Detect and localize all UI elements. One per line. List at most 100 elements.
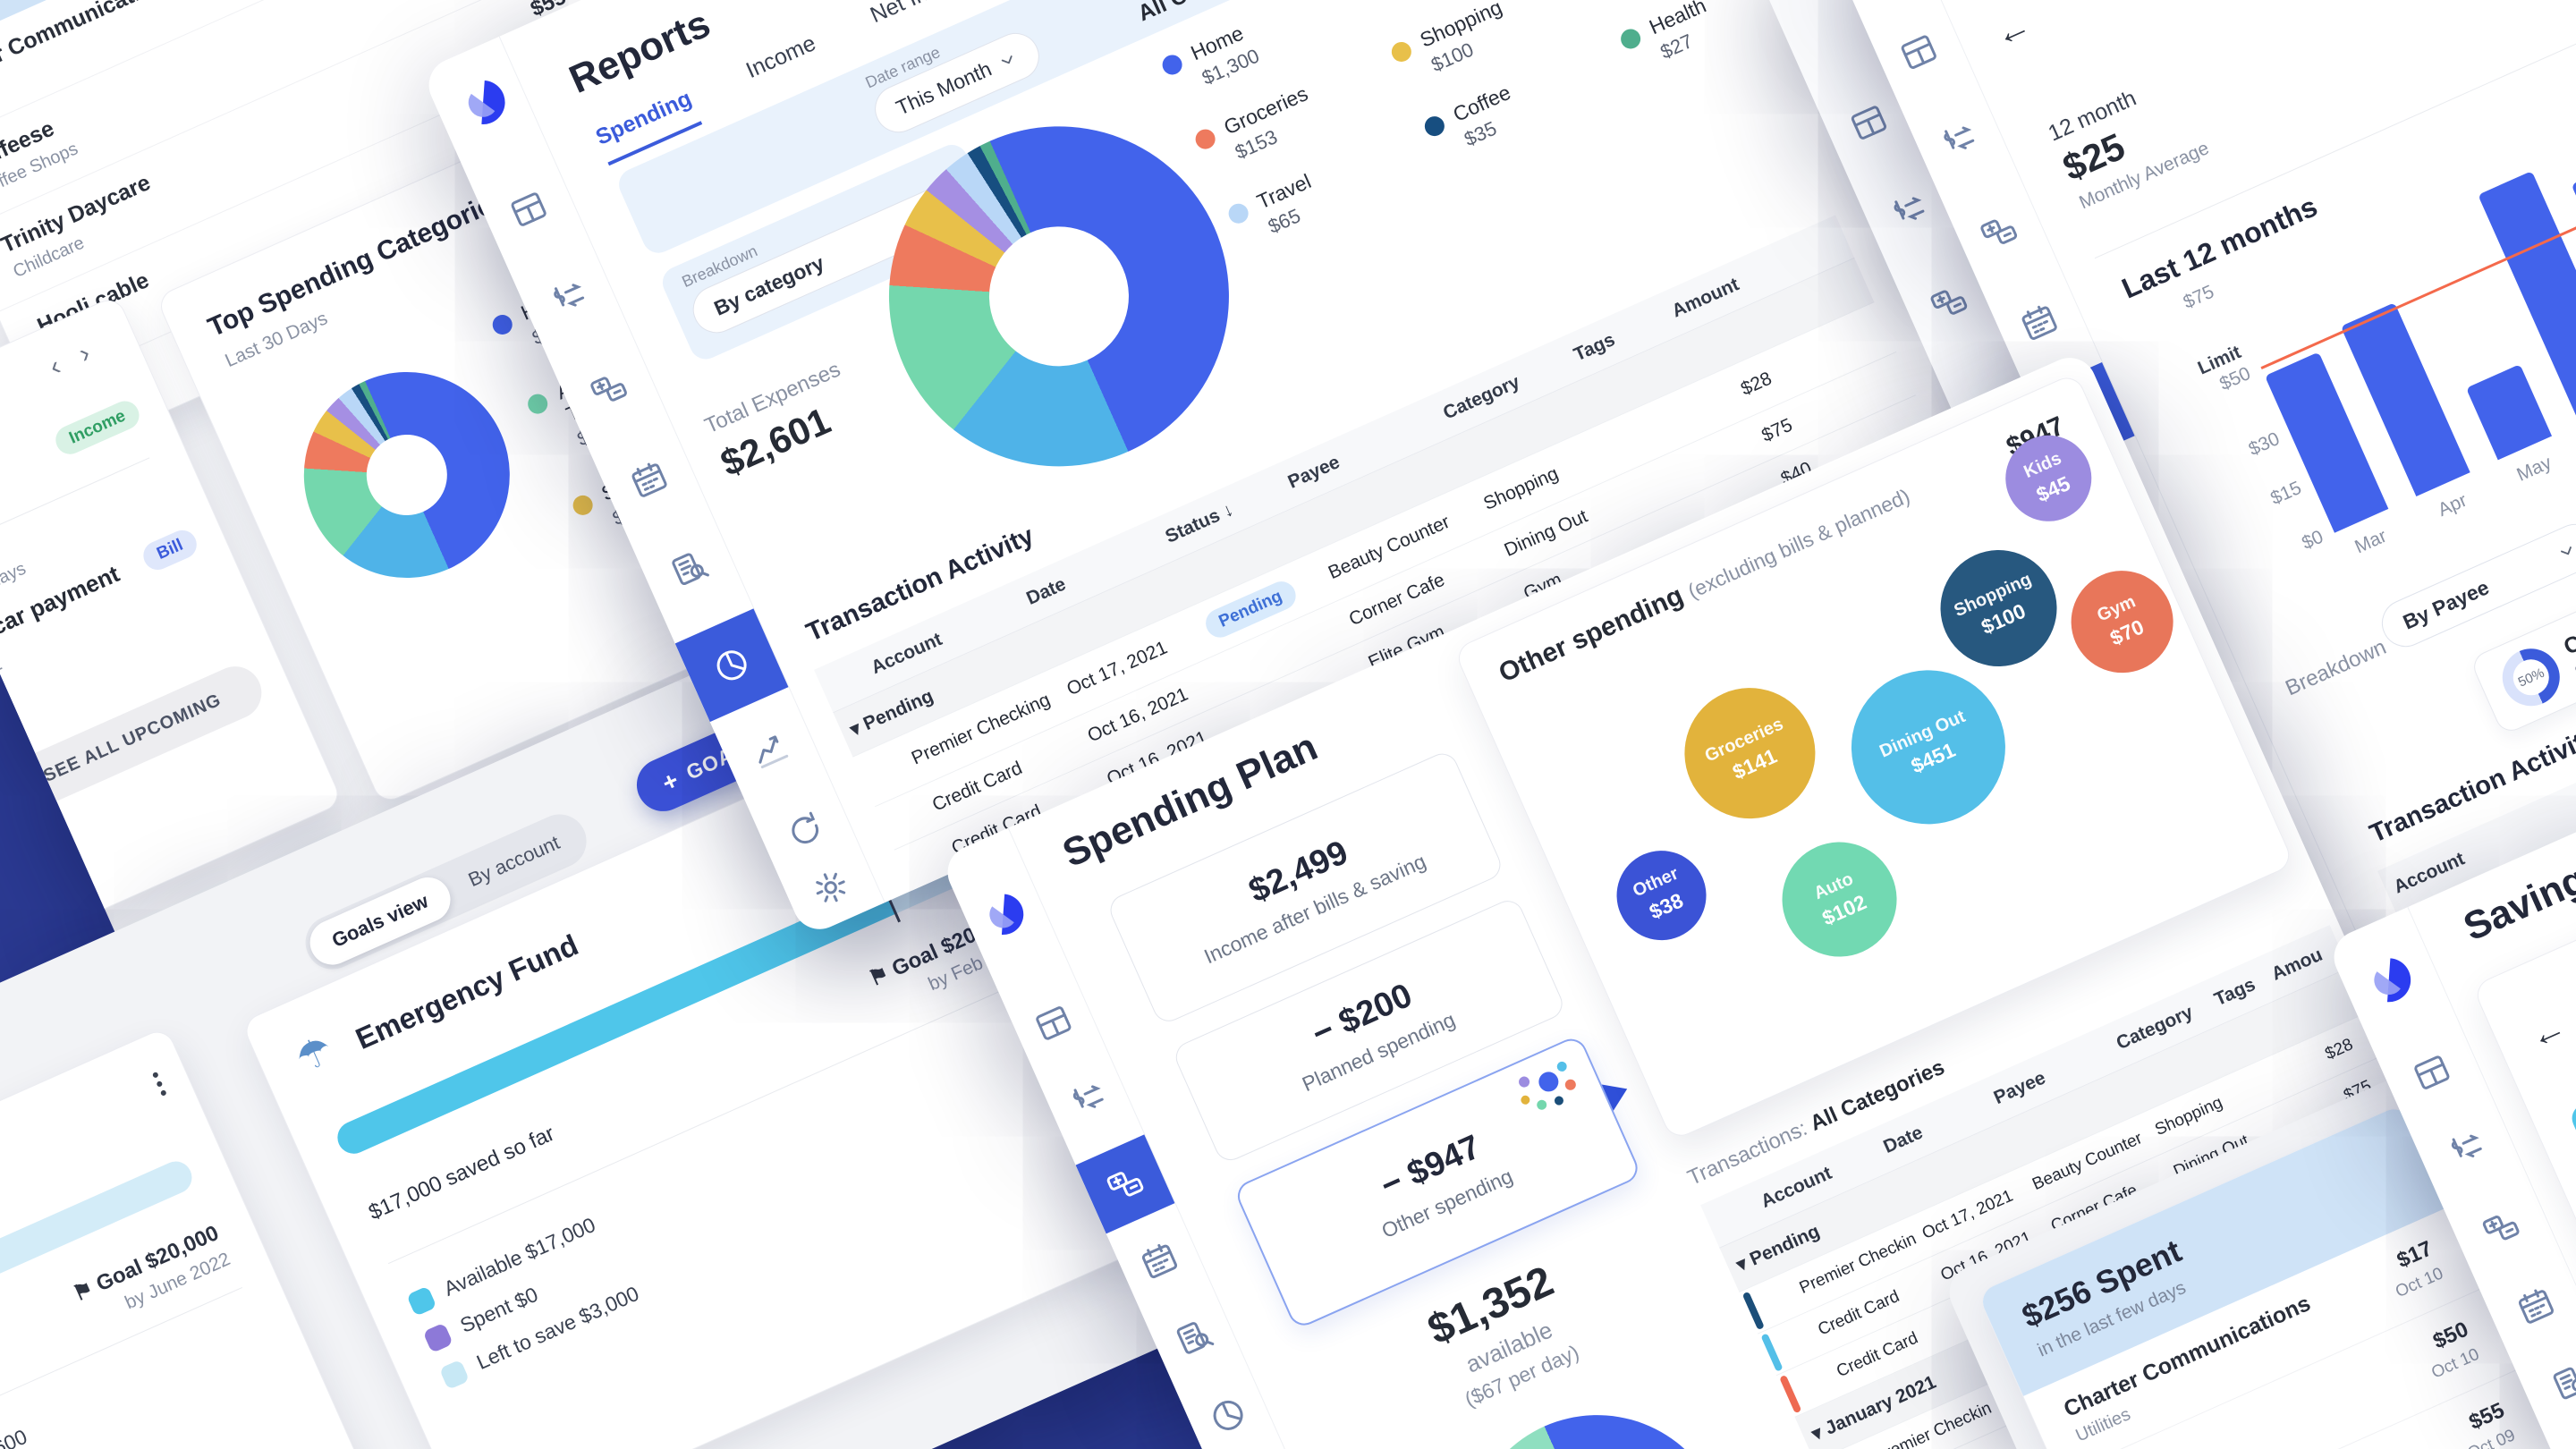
legend-text: Travel $65 [1253,169,1326,239]
category-bubble[interactable]: Kids $45 [1991,421,2106,536]
nav-accounts-icon[interactable] [585,366,632,413]
axis-month-label: Apr [2435,489,2470,521]
axis-tick-label: $30 [2245,428,2284,461]
nav-calendar-icon[interactable] [2512,1282,2559,1329]
app-logo-icon[interactable] [450,70,516,136]
back-arrow[interactable]: ← [1988,4,2038,55]
nav-accounts-icon[interactable] [1975,208,2022,256]
nav-transactions-icon[interactable] [665,546,713,593]
legend-text: Groceries$153 [1220,81,1322,165]
legend-dot-icon [489,311,516,338]
nav-transfers-icon[interactable] [545,275,592,323]
legend-dot-icon [1225,200,1252,227]
legend-dot-icon [524,391,551,418]
legend-text: Dining Out$451 [1384,0,1493,3]
kebab-menu-icon[interactable] [149,1067,171,1103]
legend-dot-icon [1159,51,1186,78]
app-logo-icon[interactable] [2356,947,2422,1013]
category-bubble[interactable]: Dining Out $451 [1826,645,2030,849]
legend-text: Coffee $35 [1450,80,1526,151]
legend-dot-icon [1421,113,1448,140]
bubble-cluster-icon [1512,1055,1590,1129]
legend-text: Home$1,300 [1187,19,1263,89]
plus-icon: + [657,765,683,797]
income-badge: Income [51,396,144,459]
gear-icon[interactable] [807,864,854,911]
nav-dashboard-icon[interactable] [1030,999,1077,1046]
category-bubble[interactable]: Other $38 [1602,836,1721,955]
axis-tick-label: $75 [2180,281,2217,313]
transaction-amount-block: $50 Oct 10 [2417,1318,2484,1385]
app-logo-icon[interactable] [972,884,1034,945]
breakdown-label: Breakdown [2282,634,2390,701]
payee-name: Cafe serenity [2560,580,2576,660]
goal-legend-swatch-icon [406,1285,437,1317]
legend-dot-icon [1192,126,1219,153]
checkbox[interactable] [877,764,886,784]
category-bubble[interactable]: Groceries $141 [1664,666,1836,840]
bill-badge: Bill [139,525,201,574]
axis-month-label: May [2513,452,2555,486]
nav-dashboard-icon[interactable] [2408,1049,2455,1097]
chevron-down-icon [2554,538,2576,564]
nav-transfers-icon [1885,189,1933,236]
category-bubble[interactable]: Shopping $100 [1921,531,2076,685]
checkbox[interactable] [1728,1206,1737,1225]
category-bubble[interactable]: Gym $70 [2055,554,2190,690]
avg-block: 12 month $25 Monthly Average [2044,85,2213,214]
umbrella-icon: ☂ [289,1027,340,1082]
checkbox[interactable] [917,853,927,873]
total-expenses-block: Total Expenses $2,601 [701,357,865,485]
category-legend: Home$1,300Dining Out$451Auto$400Grocerie… [1157,0,1825,252]
date-range-select[interactable]: This Month [867,25,1047,140]
see-all-upcoming-button[interactable]: SEE ALL UPCOMING [0,657,270,819]
checkbox[interactable] [836,673,846,692]
goal-legend-swatch-icon [438,1359,470,1390]
nav-transfers-icon[interactable] [2443,1126,2490,1174]
selected-pointer-icon [1601,1075,1633,1111]
legend-dot-icon [570,492,597,519]
nav-dashboard-icon[interactable] [1895,29,1943,76]
goal-legend: Available $17,000 Spent $0 Left to save $3… [406,1208,649,1405]
nav-transfers-icon[interactable] [1936,118,1983,165]
nav-dashboard-icon [1845,99,1893,147]
spacer-cell [1710,1221,1722,1226]
axis-tick-label: $15 [2267,477,2305,510]
goal-legend-item: Available $4,600 [0,1425,31,1449]
checkbox[interactable] [1785,1335,1794,1354]
goal-legend-swatch-icon [422,1322,453,1353]
goal-legend-label: Available $4,600 [0,1425,31,1449]
nav-transactions-icon[interactable] [2546,1360,2576,1407]
back-arrow[interactable]: ← [2523,1006,2572,1057]
legend-dot-icon [1617,25,1644,52]
nav-transfers-icon[interactable] [1064,1077,1112,1124]
nav-dashboard-icon[interactable] [505,186,553,233]
nav-transactions-icon[interactable] [1170,1314,1217,1361]
bar[interactable] [2465,364,2553,461]
nav-accounts-icon[interactable] [2478,1204,2525,1251]
nav-calendar-icon[interactable] [625,455,673,503]
legend-text: Shopping$100 [1417,0,1517,77]
transaction-amount-block: $17 Oct 10 [2380,1236,2447,1304]
nav-accounts-icon [1926,279,1973,326]
checkbox[interactable] [898,810,907,830]
nav-trends-icon[interactable] [745,725,792,773]
legend-dot-icon [1388,38,1415,65]
goal-legend: Available $4,600 [0,1425,38,1449]
checkbox[interactable] [1767,1292,1775,1312]
legend-text: Health $27 [1646,0,1721,64]
nav-calendar-icon[interactable] [1135,1236,1182,1284]
category-bubble[interactable]: Auto $102 [1764,824,1916,976]
payee-pct: 50% [2515,665,2546,691]
nav-calendar-icon[interactable] [2015,298,2063,345]
checkbox[interactable] [1803,1376,1813,1395]
carousel-arrows[interactable]: ‹› [45,329,116,383]
goal-target-block: ⚑ Goal $20,000 by June 2022 [69,1220,233,1314]
chevron-down-icon [995,47,1021,73]
nav-reports-icon[interactable] [1205,1392,1252,1439]
axis-month-label: Mar [2351,525,2390,558]
refresh-icon[interactable] [782,807,829,854]
